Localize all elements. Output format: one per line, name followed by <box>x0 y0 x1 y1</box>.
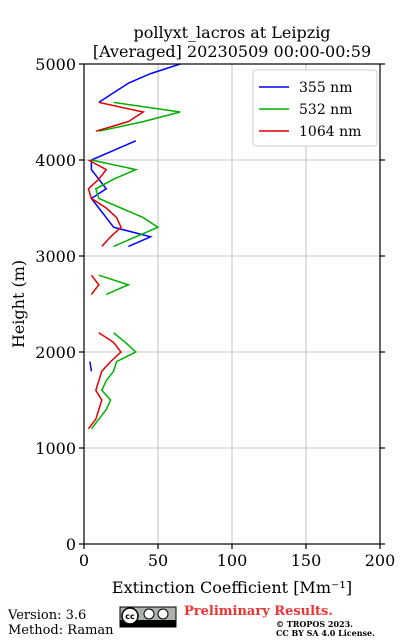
x-tick-label: 150 <box>291 551 322 570</box>
version: Version: 3.6 <box>7 608 86 623</box>
plot-frame <box>83 63 381 545</box>
profile-line <box>90 101 181 430</box>
chart-title: pollyxt_lacros at Leipzig <box>133 23 330 42</box>
y-axis-label: Height (m) <box>9 260 28 348</box>
y-tick-label: 4000 <box>35 151 76 170</box>
x-tick-label: 200 <box>365 551 396 570</box>
x-axis-label: Extinction Coefficient [Mm⁻¹] <box>112 578 352 597</box>
cc-logo: cc <box>119 606 177 628</box>
profile-line <box>87 101 146 430</box>
chart-subtitle: [Averaged] 20230509 00:00-00:59 <box>93 42 371 61</box>
x-tick-label: 50 <box>148 551 168 570</box>
notice: Preliminary Results. <box>184 604 333 619</box>
license: CC BY SA 4.0 License. <box>276 628 375 638</box>
x-tick-label: 0 <box>79 551 89 570</box>
y-tick-label: 2000 <box>35 343 76 362</box>
legend: 355 nm 532 nm 1064 nm <box>252 69 378 147</box>
legend-label: 1064 nm <box>299 124 361 140</box>
method: Method: Raman <box>8 623 114 638</box>
y-tick-label: 0 <box>66 535 76 554</box>
y-tick-label: 3000 <box>35 247 76 266</box>
legend-label: 532 nm <box>299 102 352 118</box>
svg-text:cc: cc <box>125 612 135 621</box>
legend-label: 355 nm <box>299 80 352 96</box>
x-tick-label: 100 <box>217 551 248 570</box>
y-tick-label: 5000 <box>35 55 76 74</box>
legend-box <box>252 69 378 147</box>
y-tick-label: 1000 <box>35 439 76 458</box>
copyright: © TROPOS 2023. <box>276 619 353 629</box>
